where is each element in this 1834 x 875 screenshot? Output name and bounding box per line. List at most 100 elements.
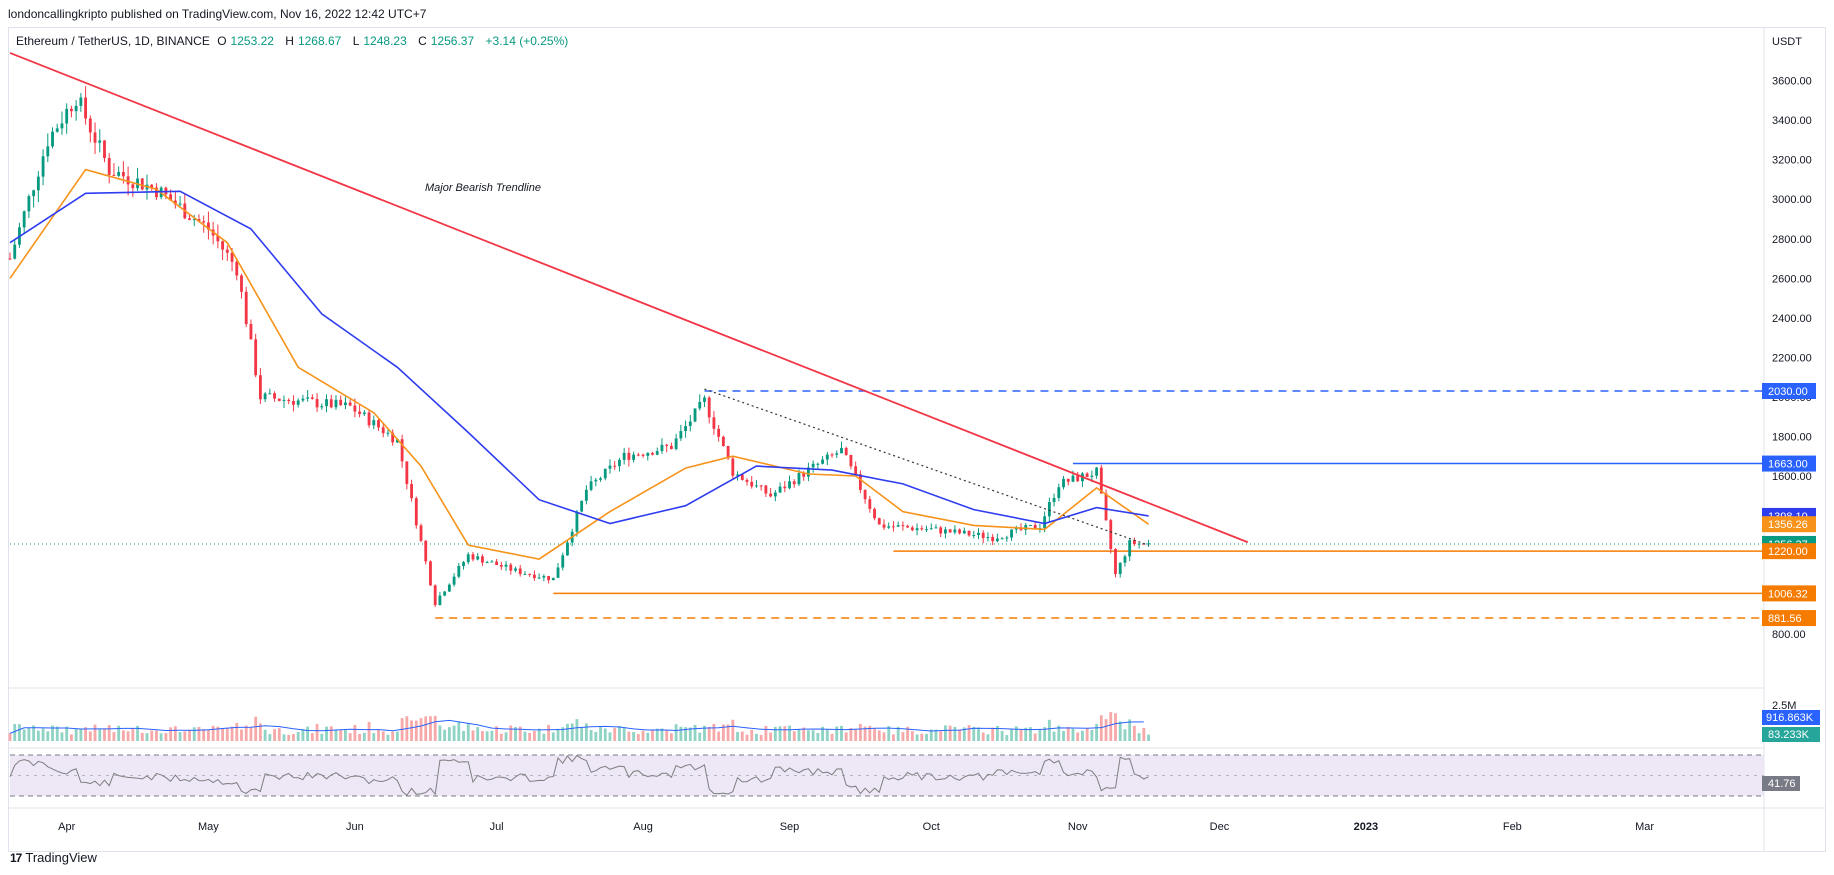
- candle-body[interactable]: [1066, 478, 1070, 482]
- candle-body[interactable]: [339, 399, 343, 406]
- candle-body[interactable]: [825, 454, 829, 460]
- candle-body[interactable]: [192, 219, 196, 221]
- candle-body[interactable]: [301, 398, 305, 401]
- candle-body[interactable]: [802, 473, 806, 477]
- candle-body[interactable]: [1010, 529, 1013, 538]
- candle-body[interactable]: [835, 453, 839, 455]
- candle-body[interactable]: [584, 489, 588, 501]
- dotted-trendline[interactable]: [704, 388, 1149, 546]
- candle-body[interactable]: [759, 485, 763, 487]
- candle-body[interactable]: [641, 454, 645, 456]
- candle-body[interactable]: [674, 438, 678, 449]
- candle-body[interactable]: [679, 431, 683, 439]
- candle-body[interactable]: [622, 452, 626, 460]
- candle-body[interactable]: [150, 184, 154, 188]
- candle-body[interactable]: [202, 221, 206, 223]
- candle-body[interactable]: [32, 190, 36, 197]
- candle-body[interactable]: [410, 484, 413, 499]
- candle-body[interactable]: [41, 156, 45, 177]
- candle-body[interactable]: [466, 554, 470, 563]
- candle-body[interactable]: [755, 485, 758, 487]
- candle-body[interactable]: [532, 574, 536, 579]
- candle-body[interactable]: [877, 518, 881, 525]
- candle-body[interactable]: [1118, 562, 1122, 575]
- candle-body[interactable]: [348, 402, 352, 406]
- candle-body[interactable]: [518, 568, 522, 575]
- candle-body[interactable]: [816, 463, 820, 465]
- candle-body[interactable]: [523, 573, 527, 575]
- candle-body[interactable]: [254, 339, 258, 376]
- candle-body[interactable]: [325, 399, 328, 407]
- candle-body[interactable]: [1114, 549, 1117, 575]
- candle-body[interactable]: [537, 577, 541, 579]
- candle-body[interactable]: [268, 393, 272, 395]
- candle-body[interactable]: [655, 451, 659, 455]
- candle-body[interactable]: [806, 467, 810, 477]
- candle-body[interactable]: [929, 528, 933, 530]
- candle-body[interactable]: [499, 564, 503, 567]
- candle-body[interactable]: [594, 479, 598, 482]
- candle-body[interactable]: [580, 500, 584, 512]
- candle-body[interactable]: [688, 421, 692, 427]
- candle-body[interactable]: [207, 222, 210, 230]
- candle-body[interactable]: [485, 562, 489, 564]
- candle-body[interactable]: [660, 444, 664, 452]
- candle-body[interactable]: [358, 411, 362, 415]
- candle-body[interactable]: [13, 244, 17, 259]
- candle-body[interactable]: [627, 452, 631, 460]
- candle-body[interactable]: [981, 532, 985, 539]
- candle-body[interactable]: [939, 527, 943, 534]
- candle-body[interactable]: [858, 474, 862, 490]
- candle-body[interactable]: [769, 493, 773, 497]
- candle-body[interactable]: [1076, 475, 1080, 482]
- candle-body[interactable]: [792, 481, 796, 485]
- candle-body[interactable]: [1005, 537, 1009, 539]
- candle-body[interactable]: [344, 402, 347, 406]
- candle-body[interactable]: [547, 575, 550, 581]
- candle-body[interactable]: [915, 528, 919, 531]
- candle-body[interactable]: [882, 524, 886, 528]
- symbol-name[interactable]: Ethereum / TetherUS, 1D, BINANCE: [16, 34, 210, 48]
- candle-body[interactable]: [282, 399, 286, 401]
- candle-body[interactable]: [386, 432, 390, 434]
- candle-body[interactable]: [1109, 520, 1113, 550]
- candle-body[interactable]: [712, 417, 716, 429]
- candle-body[interactable]: [896, 525, 900, 527]
- candle-body[interactable]: [1128, 540, 1132, 557]
- candle-body[interactable]: [613, 465, 617, 467]
- candle-body[interactable]: [731, 458, 735, 476]
- candle-body[interactable]: [51, 131, 54, 147]
- candle-body[interactable]: [589, 481, 593, 490]
- candle-body[interactable]: [443, 591, 447, 596]
- candle-body[interactable]: [811, 463, 815, 468]
- candle-body[interactable]: [1085, 473, 1089, 477]
- candle-body[interactable]: [1057, 487, 1061, 498]
- candle-body[interactable]: [395, 439, 399, 443]
- candle-body[interactable]: [98, 140, 102, 143]
- candle-body[interactable]: [362, 412, 366, 415]
- candle-body[interactable]: [391, 432, 395, 443]
- candle-body[interactable]: [69, 108, 73, 112]
- candle-body[interactable]: [556, 567, 560, 578]
- candle-body[interactable]: [632, 454, 636, 460]
- candle-body[interactable]: [481, 556, 484, 563]
- candle-body[interactable]: [967, 530, 971, 536]
- candle-body[interactable]: [334, 399, 338, 408]
- candle-body[interactable]: [225, 249, 229, 253]
- candle-body[interactable]: [717, 428, 721, 437]
- candle-body[interactable]: [651, 452, 654, 455]
- annotation-major-bearish-trendline[interactable]: Major Bearish Trendline: [425, 182, 541, 194]
- candle-body[interactable]: [65, 108, 69, 124]
- candle-body[interactable]: [117, 171, 121, 176]
- candle-body[interactable]: [1099, 467, 1103, 494]
- candle-body[interactable]: [1000, 538, 1004, 540]
- candle-body[interactable]: [471, 554, 475, 560]
- candle-body[interactable]: [958, 529, 962, 534]
- candle-body[interactable]: [197, 219, 201, 222]
- candle-body[interactable]: [646, 452, 650, 456]
- candle-body[interactable]: [618, 459, 621, 467]
- candle-body[interactable]: [962, 530, 966, 534]
- candle-body[interactable]: [414, 498, 418, 526]
- candle-body[interactable]: [887, 526, 891, 528]
